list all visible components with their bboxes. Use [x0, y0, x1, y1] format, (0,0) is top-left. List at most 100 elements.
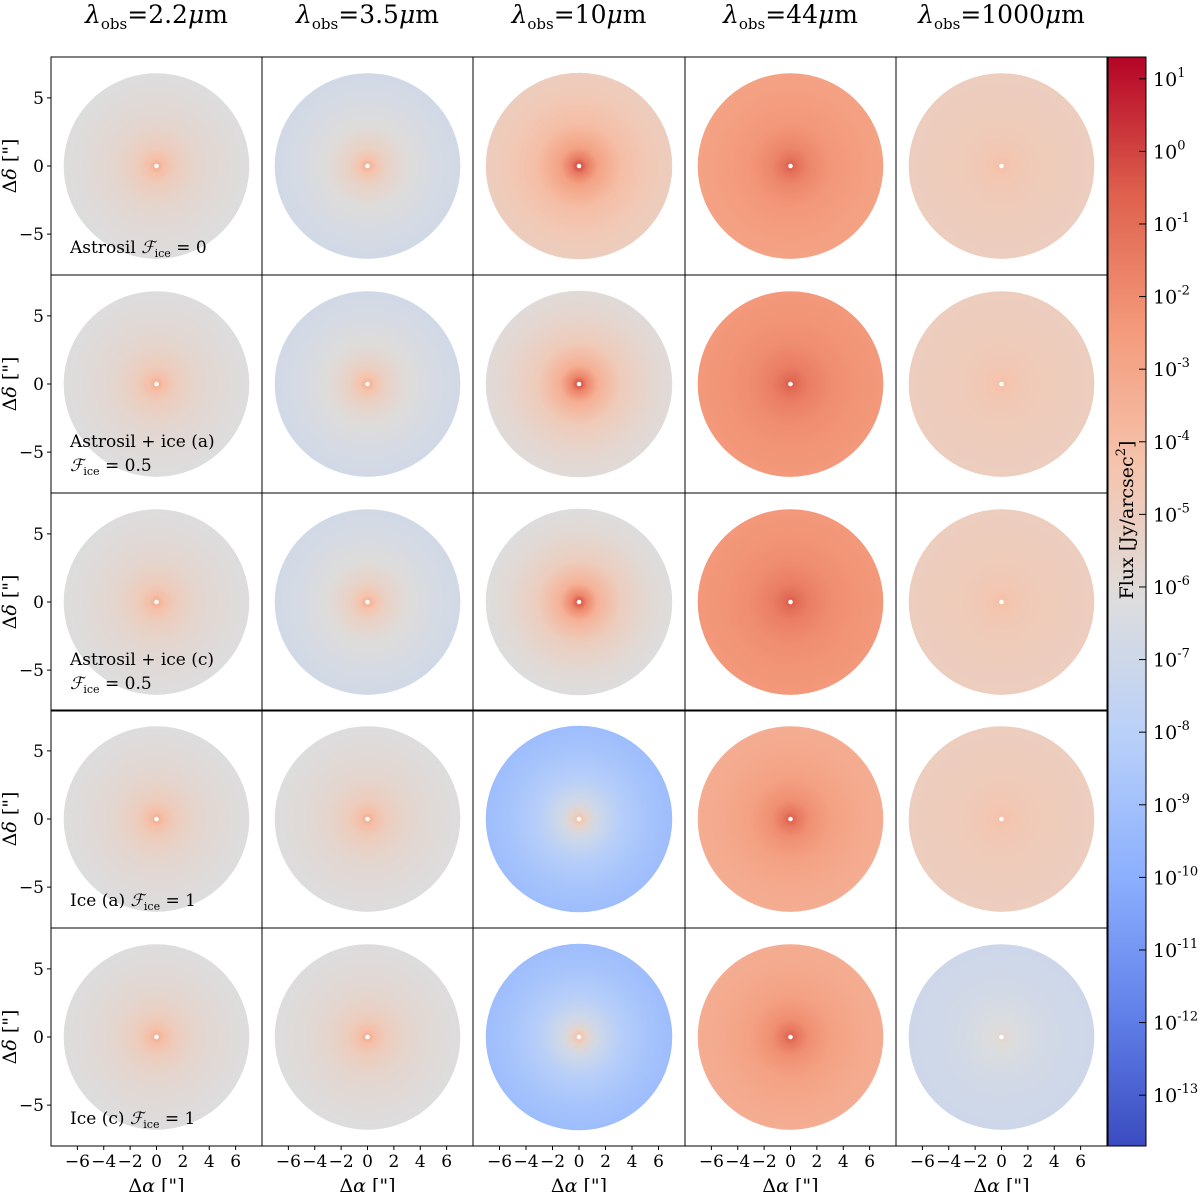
row-label: Astrosil ℱice = 0	[69, 238, 207, 260]
colorbar-tick-label: 10-2	[1153, 284, 1190, 309]
x-tick-label: −2	[118, 1152, 143, 1172]
x-tick-label: 0	[785, 1152, 796, 1172]
x-axis-label: Δα ["]	[339, 1175, 395, 1192]
colorbar-tick-label: 10-4	[1153, 429, 1190, 454]
row-label: Ice (a) ℱice = 1	[70, 891, 196, 913]
central-star-marker	[154, 599, 159, 605]
column-title: λobs=1000μm	[917, 0, 1085, 33]
panel-r4-c2	[261, 709, 474, 929]
y-tick-label: 5	[33, 525, 44, 545]
panel-r5-c1: Ice (c) ℱice = 1	[50, 927, 263, 1147]
panel-r3-c1: Astrosil + ice (c) ℱice = 0.5	[50, 492, 263, 712]
y-axes: 5 0 −5 Δδ ["] 5 0 −5 Δδ ["] 5 0 −5 Δδ ["] 5 0 −5 Δδ ["]…	[0, 89, 51, 1116]
colorbar-tick-label: 101	[1153, 66, 1185, 91]
colorbar-tick-label: 10-9	[1153, 792, 1190, 817]
x-tick-label: −2	[752, 1152, 777, 1172]
panel-r5-c4	[684, 927, 897, 1147]
x-tick-label: −6	[487, 1152, 512, 1172]
panel-r1-c4	[684, 56, 897, 276]
central-star-marker	[999, 381, 1004, 387]
central-star-marker	[576, 1034, 582, 1040]
x-axes: −6 −4 −2 0 2 4 6Δα ["]−6 −4 −2 0 2 4 6Δα ["]−6 −4 −2 0 2…	[65, 1146, 1086, 1192]
y-tick-label: −5	[19, 1096, 44, 1116]
y-tick-label: −5	[19, 661, 44, 681]
colorbar-tick-label: 10-7	[1153, 647, 1190, 672]
panel-r2-c4	[684, 274, 897, 494]
panel-r4-c5	[895, 709, 1108, 929]
x-axis-label: Δα ["]	[551, 1175, 607, 1192]
y-tick-label: 5	[33, 307, 44, 327]
x-tick-label: 6	[653, 1152, 664, 1172]
central-star-marker	[154, 381, 159, 387]
x-tick-label: 0	[996, 1152, 1007, 1172]
x-tick-label: 6	[1075, 1152, 1086, 1172]
panel-r2-c1: Astrosil + ice (a) ℱice = 0.5	[50, 274, 263, 494]
x-axis-label: Δα ["]	[973, 1175, 1029, 1192]
y-tick-label: 5	[33, 960, 44, 980]
panel-r3-c2	[261, 492, 474, 712]
x-axis-label: Δα ["]	[128, 1175, 184, 1192]
panel-r2-c5	[895, 274, 1108, 494]
column-title: λobs=2.2μm	[84, 0, 228, 33]
panel-r5-c5	[895, 927, 1108, 1147]
x-tick-label: −6	[276, 1152, 301, 1172]
y-tick-label: 0	[33, 810, 44, 830]
y-tick-label: 0	[33, 375, 44, 395]
y-axis-label: Δδ ["]	[0, 575, 21, 630]
x-tick-label: −2	[329, 1152, 354, 1172]
panel-r5-c2	[261, 927, 474, 1147]
panel-r4-c3	[472, 709, 686, 929]
row-label: ℱice = 0.5	[70, 674, 152, 696]
row-label: Astrosil + ice (c)	[69, 650, 214, 670]
panel-r3-c5	[895, 492, 1108, 712]
column-title: λobs=10μm	[511, 0, 647, 33]
x-tick-label: −6	[699, 1152, 724, 1172]
x-tick-label: 4	[1049, 1152, 1060, 1172]
panel-r3-c4	[684, 492, 897, 712]
x-tick-label: −4	[302, 1152, 327, 1172]
x-tick-label: 6	[230, 1152, 241, 1172]
central-star-marker	[788, 1034, 793, 1040]
colorbar-tick-label: 10-5	[1153, 501, 1190, 526]
y-tick-label: −5	[19, 443, 44, 463]
x-tick-label: 6	[441, 1152, 452, 1172]
panel-r5-c3	[472, 927, 686, 1147]
colorbar-tick-label: 10-1	[1153, 211, 1190, 236]
colorbar-tick-label: 10-6	[1153, 574, 1190, 599]
y-axis-label: Δδ ["]	[0, 1010, 21, 1065]
panel-r2-c2	[261, 274, 474, 494]
central-star-marker	[999, 1034, 1004, 1040]
x-tick-label: 4	[627, 1152, 638, 1172]
central-star-marker	[154, 1034, 159, 1040]
x-tick-label: 2	[811, 1152, 822, 1172]
central-star-marker	[788, 599, 793, 605]
central-star-marker	[999, 599, 1004, 605]
x-tick-label: 0	[151, 1152, 162, 1172]
central-star-marker	[365, 816, 370, 822]
x-tick-label: −2	[540, 1152, 565, 1172]
column-title: λobs=44μm	[722, 0, 858, 33]
y-tick-label: 0	[33, 157, 44, 177]
y-tick-label: −5	[19, 878, 44, 898]
panel-r3-c3	[472, 492, 686, 712]
panel-r1-c5	[895, 56, 1108, 276]
y-tick-label: 0	[33, 1028, 44, 1048]
y-axis-label: Δδ ["]	[0, 792, 21, 847]
colorbar-tick-label: 100	[1153, 138, 1185, 163]
panel-r4-c1: Ice (a) ℱice = 1	[50, 709, 263, 929]
column-titles: λobs=2.2μm λobs=3.5μm λobs=10μm λobs=44μm λo…	[84, 0, 1085, 33]
x-tick-label: 2	[177, 1152, 188, 1172]
central-star-marker	[154, 163, 159, 169]
x-tick-label: 2	[1022, 1152, 1033, 1172]
central-star-marker	[576, 816, 582, 822]
x-tick-label: 2	[600, 1152, 611, 1172]
colorbar: 101 100 10-1 10-2 10-3 10-4 10-5 10-6 10-7 10-8 10…	[1107, 56, 1198, 1147]
panel-r1-c3	[472, 56, 686, 276]
x-axis-label: Δα ["]	[762, 1175, 818, 1192]
central-star-marker	[365, 163, 370, 169]
x-tick-label: 2	[388, 1152, 399, 1172]
colorbar-label: Flux [Jy/arcsec2]	[1114, 441, 1138, 600]
panel-r2-c3	[472, 274, 686, 494]
central-star-marker	[999, 163, 1004, 169]
